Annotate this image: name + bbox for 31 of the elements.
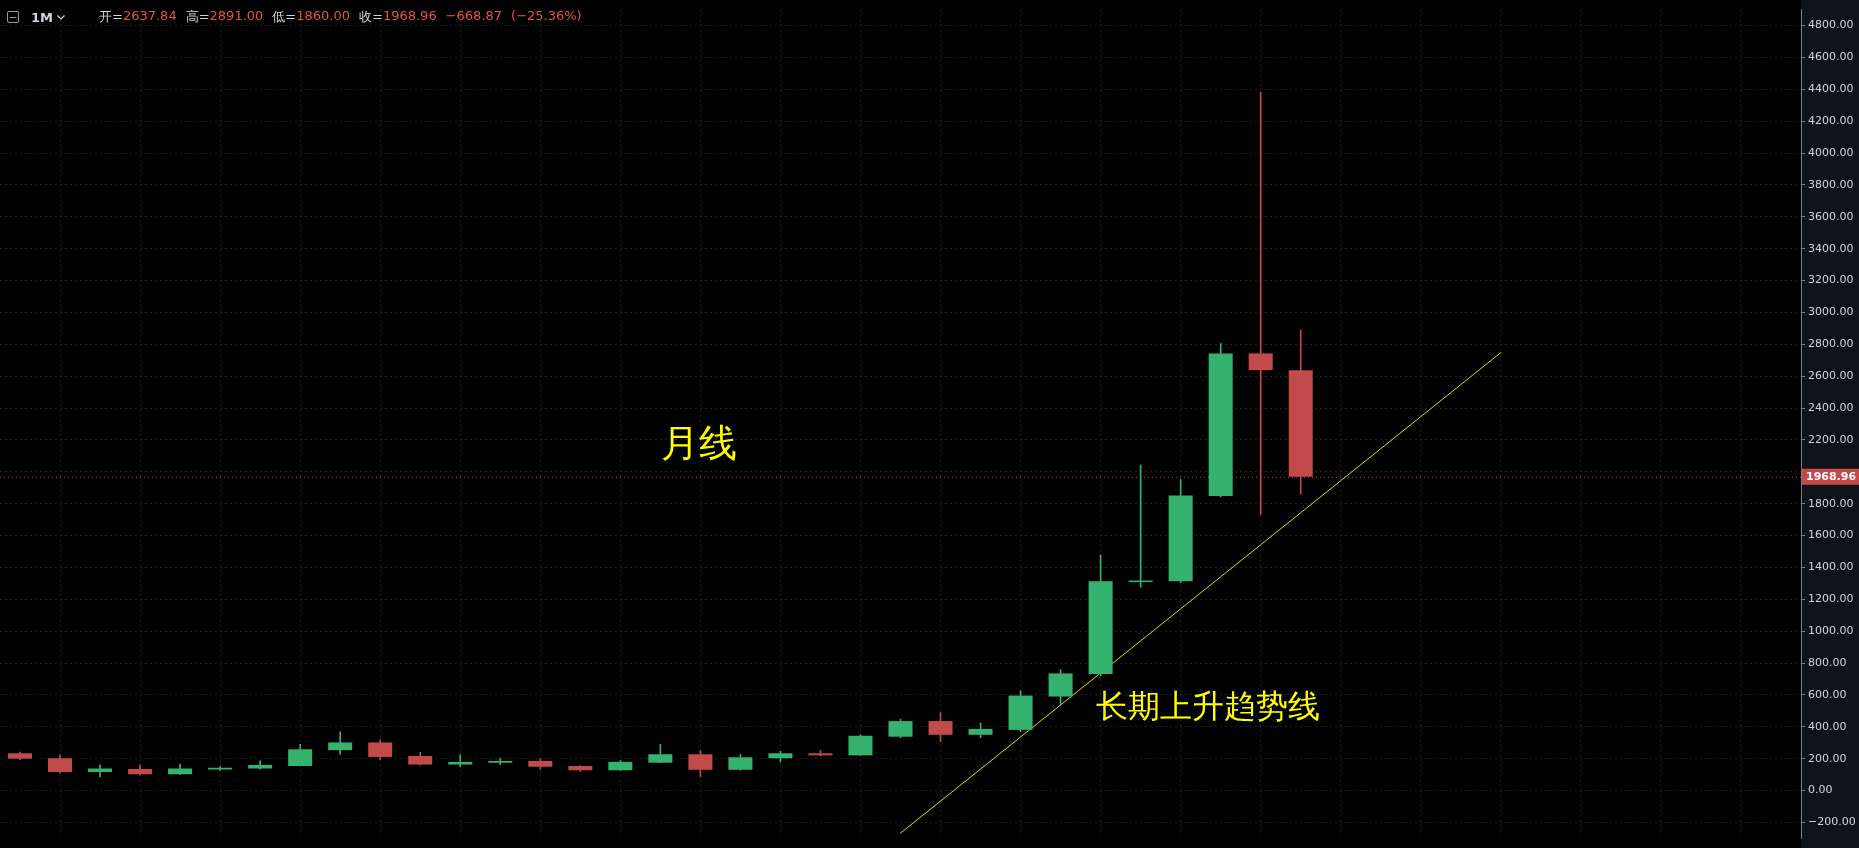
y-tick-label: 2600.00 (1808, 369, 1854, 383)
y-tick-label: 3200.00 (1808, 273, 1854, 287)
y-tick-label: 1000.00 (1808, 624, 1854, 638)
y-tick-label: 4400.00 (1808, 82, 1854, 96)
y-tick-label: 1200.00 (1808, 592, 1854, 606)
y-tick-label: 3000.00 (1808, 305, 1854, 319)
y-tick-label: 2800.00 (1808, 337, 1854, 351)
y-tick-label: 2200.00 (1808, 432, 1854, 446)
y-tick-label: 1800.00 (1808, 496, 1854, 510)
y-tick-label: 1600.00 (1808, 528, 1854, 542)
y-tick-label: 4600.00 (1808, 50, 1854, 64)
y-tick-label: 4200.00 (1808, 114, 1854, 128)
text: 开=2637.84 高=2891.00 低=1860.00 收=1968.96 −668.87 (−25.36%) (98, 8, 582, 24)
y-tick-label: 600.00 (1808, 687, 1847, 701)
annotation: 长期上升趋势线 (1096, 686, 1321, 725)
y-tick-label: 4800.00 (1808, 18, 1854, 32)
y-tick-label: 400.00 (1808, 719, 1847, 733)
y-tick-label: −200.00 (1808, 815, 1856, 829)
candlestick (1248, 91, 1273, 515)
annotation: 月线 (660, 421, 737, 466)
chart-title: 1M (31, 9, 53, 25)
y-tick-label: 200.00 (1808, 751, 1847, 765)
y-tick-label: 3400.00 (1808, 241, 1854, 255)
y-tick-label: 800.00 (1808, 655, 1847, 669)
y-tick-label: 4000.00 (1808, 145, 1854, 159)
ref-line-label: 1968.96 (1806, 470, 1857, 484)
y-tick-label: 0.00 (1808, 783, 1833, 797)
y-tick-label: 3600.00 (1808, 209, 1854, 223)
y-tick-label: 1400.00 (1808, 560, 1854, 574)
y-tick-label: 3800.00 (1808, 177, 1854, 191)
y-tick-label: 2400.00 (1808, 400, 1854, 414)
